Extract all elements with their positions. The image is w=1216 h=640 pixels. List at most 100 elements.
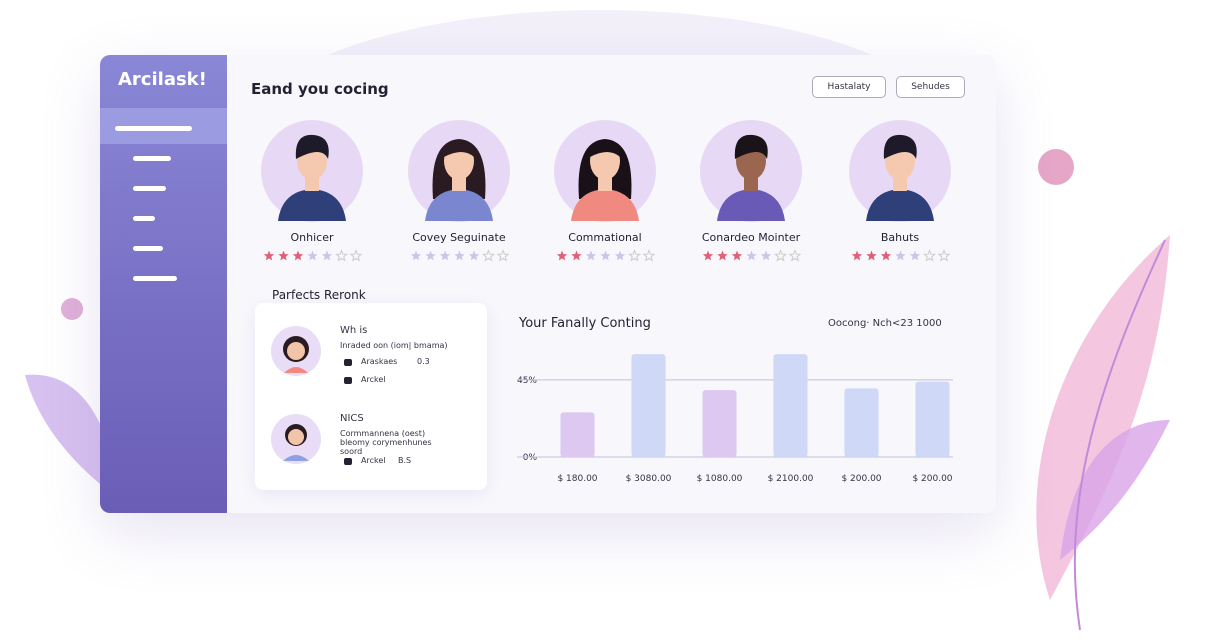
fringe [590,140,620,157]
person-name: Conardeo Mointer [701,231,801,244]
star [556,250,568,261]
star [760,250,772,261]
nav-bar[interactable] [133,186,166,191]
star [263,250,275,261]
card-row-value: B.S [398,456,412,465]
header-button[interactable]: Sehudes [896,76,965,98]
star [773,249,788,262]
nav-bar[interactable] [133,276,177,281]
avatar [700,120,802,222]
avatar [554,120,656,222]
shirt [866,189,934,221]
star [895,250,906,261]
y-tick-label: 0% [523,453,538,463]
nav-bar[interactable] [133,156,171,161]
star [600,250,611,261]
brand: Arcilask! [118,69,207,90]
star [410,250,422,261]
card-subtitle: Inraded oon (iom| bmama) [340,341,448,350]
avatar [261,120,363,222]
star [454,250,465,261]
x-tick-label: $ 200.00 [912,474,952,484]
star [922,249,937,262]
rating [556,249,655,262]
star [627,249,642,262]
star [334,249,349,262]
header-button[interactable]: Hastalaty [812,76,886,98]
star [866,250,877,261]
shirt [425,189,493,221]
star [746,250,757,261]
chart-title: Your Fanally Conting [519,316,651,331]
card-row-label: Araskaes [361,357,398,366]
star [717,250,728,261]
star [585,250,597,261]
app-window: Arcilask! Eand you cocing Hastalaty Sehu… [100,55,996,513]
card-row-value: 0.3 [417,357,430,366]
avatar [408,120,510,222]
hair [883,134,917,159]
avatar [849,120,951,222]
card-row-label: Arckel [361,456,386,465]
x-tick-label: $ 180.00 [557,474,597,484]
star [880,250,892,261]
bar [773,354,808,457]
nav-bar[interactable] [133,246,163,251]
bar [915,381,950,457]
star [571,250,582,261]
shirt [571,189,639,221]
hair [295,134,329,159]
star [851,250,863,261]
star [321,250,333,261]
chart-legend: Oocong· Nch<23 1000 [828,318,942,329]
rating [263,249,362,262]
card-subtitle: Cormmannena (oest) bleomy corymenhunes s… [340,429,432,456]
star [909,250,921,261]
bar [560,412,595,457]
bar [844,388,879,457]
bar [631,354,666,457]
hair [734,134,768,159]
star [468,250,480,261]
fringe [444,140,474,157]
rating [702,249,801,262]
star [702,250,714,261]
star [307,250,318,261]
panel-title: Parfects Reronk [272,288,366,302]
row-icon [344,458,352,465]
sidebar: Arcilask! [100,55,227,513]
x-tick-label: $ 2100.00 [768,474,814,484]
y-tick-label: 45% [517,376,537,386]
header-title: Eand you cocing [251,80,389,98]
star [731,250,743,261]
star [496,249,509,262]
nav-bar [115,126,192,131]
row-icon [344,359,352,366]
nav-bar[interactable] [133,216,155,221]
star [481,249,496,262]
card-title: Wh is [340,325,368,336]
star [937,249,950,262]
x-tick-label: $ 1080.00 [697,474,743,484]
star [788,249,801,262]
person-name: Commational [568,231,642,244]
shirt [717,189,785,221]
star [642,249,655,262]
star [278,250,289,261]
row-icon [344,377,352,384]
bar [702,390,737,457]
star [292,250,304,261]
x-tick-label: $ 3080.00 [626,474,672,484]
rating [851,249,950,262]
shirt [278,189,346,221]
star [439,250,451,261]
person-name: Covey Seguinate [412,231,506,244]
star [425,250,436,261]
card-avatars [271,326,321,464]
star [349,249,362,262]
card-title: NICS [340,413,364,424]
person-name: Onhicer [290,231,334,244]
star [614,250,626,261]
x-tick-label: $ 200.00 [841,474,881,484]
